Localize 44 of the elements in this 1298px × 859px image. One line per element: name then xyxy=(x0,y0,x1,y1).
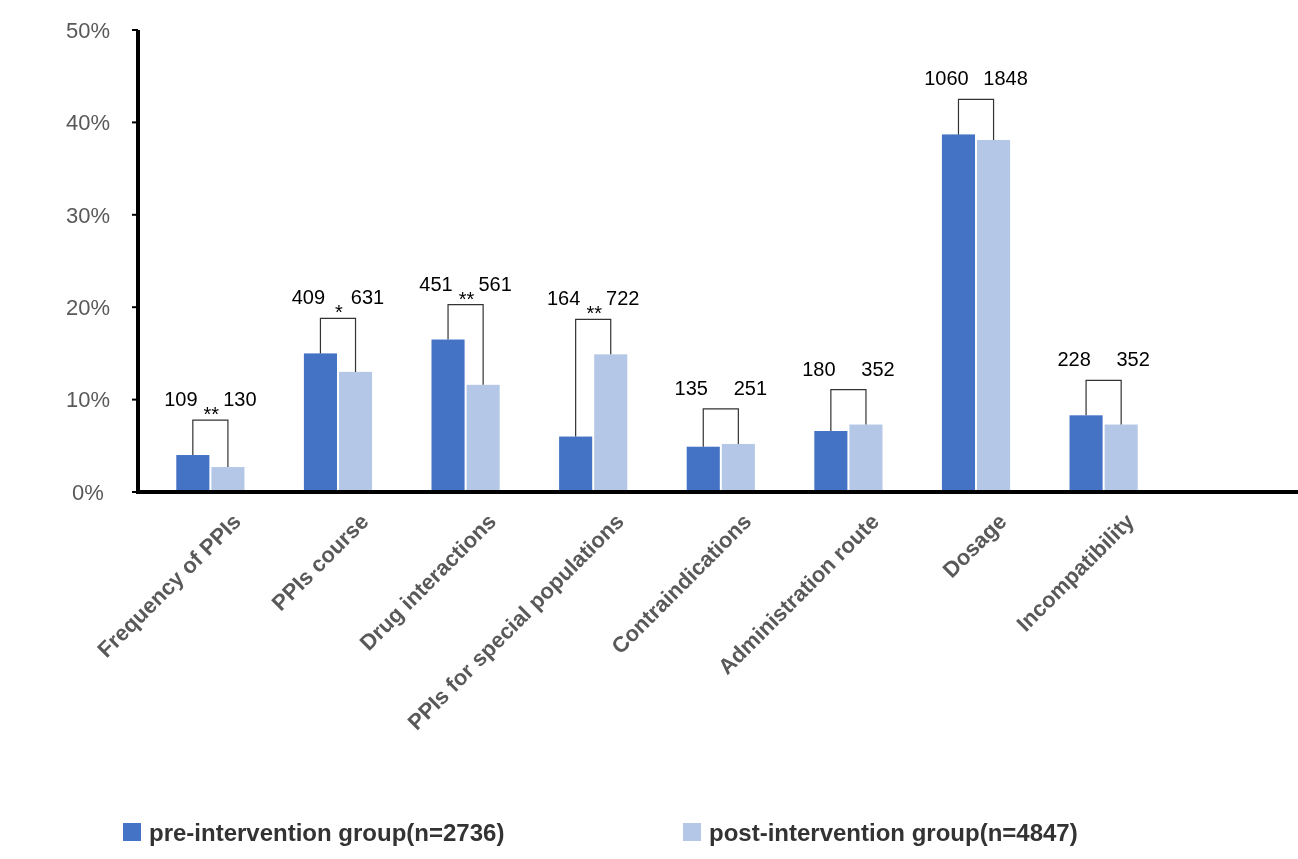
annotation: 352 xyxy=(861,357,895,380)
y-tick-label: 30% xyxy=(65,202,111,228)
legend-label: post-intervention group(n=4847) xyxy=(709,819,1078,847)
annotation: ** xyxy=(586,302,603,325)
annotation: 251 xyxy=(733,376,768,399)
bar xyxy=(338,371,373,492)
annotation: 409 xyxy=(291,286,326,309)
bar xyxy=(849,424,883,492)
annotation: 164 xyxy=(546,287,581,310)
bar xyxy=(559,436,593,492)
y-tick-label: 20% xyxy=(65,294,111,320)
annotation: ** xyxy=(458,287,475,310)
bar xyxy=(466,384,500,492)
annotation: * xyxy=(335,301,344,324)
y-tick-label: 10% xyxy=(65,387,111,413)
annotation: 130 xyxy=(223,388,257,411)
bar xyxy=(211,467,245,492)
y-tick-label: 40% xyxy=(65,110,111,136)
legend-label: pre-intervention group(n=2736) xyxy=(149,819,505,847)
bar xyxy=(977,139,1011,492)
y-tick-label: 0% xyxy=(72,479,104,505)
annotation: 451 xyxy=(419,272,453,295)
annotation: 631 xyxy=(350,286,385,309)
annotation: 109 xyxy=(164,388,198,411)
annotation: 1848 xyxy=(983,67,1028,90)
bar xyxy=(594,354,628,492)
annotation: 135 xyxy=(674,376,708,399)
bar xyxy=(721,443,755,492)
bar xyxy=(814,431,848,492)
annotation: 228 xyxy=(1057,348,1091,371)
annotation: 722 xyxy=(606,287,640,310)
annotation: 180 xyxy=(802,357,836,380)
bar xyxy=(1104,424,1138,492)
bar xyxy=(941,134,976,492)
bar xyxy=(431,339,465,492)
bar xyxy=(1069,415,1103,492)
bar xyxy=(176,455,210,492)
bar xyxy=(686,446,720,492)
annotation: 1060 xyxy=(924,67,969,90)
annotation: 561 xyxy=(478,272,512,295)
annotation: 352 xyxy=(1116,348,1150,371)
bar xyxy=(303,353,337,492)
annotation: ** xyxy=(203,403,220,426)
y-tick-label: 50% xyxy=(65,17,111,43)
